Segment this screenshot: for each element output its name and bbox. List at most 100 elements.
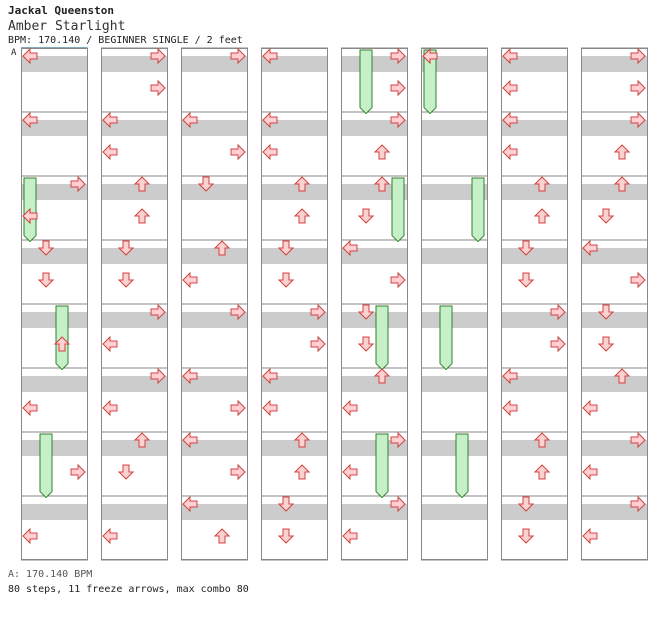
arrow-shape xyxy=(117,464,135,480)
beat-stripe xyxy=(421,248,488,264)
step-arrow-right xyxy=(310,335,326,353)
beat-stripe xyxy=(581,312,648,328)
arrow-shape xyxy=(597,336,615,352)
step-arrow-right xyxy=(70,175,86,193)
arrow-shape xyxy=(342,463,358,481)
step-arrow-right xyxy=(230,303,246,321)
step-arrow-left xyxy=(182,271,198,289)
column-frame xyxy=(181,48,248,560)
column-frame xyxy=(341,48,408,560)
beat-stripe xyxy=(21,248,88,264)
arrow-shape xyxy=(53,336,71,352)
beat-stripe xyxy=(21,312,88,328)
beat-stripe xyxy=(101,504,168,520)
arrow-shape xyxy=(150,79,166,97)
step-arrow-right xyxy=(230,143,246,161)
step-arrow-right xyxy=(550,335,566,353)
section-marker-line xyxy=(21,47,87,48)
arrow-shape xyxy=(422,47,438,65)
step-arrow-left xyxy=(262,143,278,161)
artist-name: Jackal Queenston xyxy=(8,4,114,17)
arrow-shape xyxy=(293,176,311,192)
arrow-shape xyxy=(230,399,246,417)
step-arrow-up xyxy=(533,176,551,192)
beat-stripe xyxy=(581,248,648,264)
step-arrow-left xyxy=(182,367,198,385)
song-title: Amber Starlight xyxy=(8,19,126,34)
arrow-shape xyxy=(550,303,566,321)
step-arrow-down xyxy=(277,496,295,512)
step-arrow-down xyxy=(37,272,55,288)
beat-stripe xyxy=(101,440,168,456)
arrow-shape xyxy=(502,79,518,97)
beat-stripe xyxy=(341,56,408,72)
step-arrow-up xyxy=(293,176,311,192)
beat-stripe xyxy=(181,248,248,264)
beat-stripe xyxy=(501,56,568,72)
arrow-shape xyxy=(262,111,278,129)
step-arrow-down xyxy=(517,272,535,288)
arrow-shape xyxy=(533,176,551,192)
step-arrow-left xyxy=(342,239,358,257)
arrow-shape xyxy=(133,176,151,192)
arrow-shape xyxy=(342,527,358,545)
step-arrow-left xyxy=(582,239,598,257)
step-arrow-right xyxy=(630,271,646,289)
arrow-shape xyxy=(533,464,551,480)
step-arrow-left xyxy=(502,111,518,129)
beat-stripe xyxy=(421,376,488,392)
column-frame xyxy=(581,48,648,560)
beat-stripe xyxy=(501,312,568,328)
beat-stripe xyxy=(341,120,408,136)
step-arrow-left xyxy=(102,527,118,545)
arrow-shape xyxy=(373,368,391,384)
beat-stripe xyxy=(261,312,328,328)
arrow-shape xyxy=(373,144,391,160)
step-arrow-left xyxy=(102,111,118,129)
beat-stripe xyxy=(421,184,488,200)
arrow-shape xyxy=(102,143,118,161)
beat-stripe xyxy=(21,376,88,392)
step-arrow-right xyxy=(390,431,406,449)
beat-stripe xyxy=(101,376,168,392)
arrow-shape xyxy=(117,272,135,288)
step-arrow-right xyxy=(230,399,246,417)
beat-stripe xyxy=(421,440,488,456)
step-arrow-left xyxy=(102,335,118,353)
beat-stripe xyxy=(341,248,408,264)
column-frame xyxy=(21,48,88,560)
arrow-shape xyxy=(262,399,278,417)
step-arrow-down xyxy=(277,528,295,544)
step-arrow-up xyxy=(213,240,231,256)
beat-stripe xyxy=(581,440,648,456)
arrow-shape xyxy=(582,239,598,257)
arrow-shape xyxy=(182,431,198,449)
arrow-shape xyxy=(102,111,118,129)
arrow-shape xyxy=(182,111,198,129)
step-arrow-right xyxy=(390,79,406,97)
step-arrow-up xyxy=(293,208,311,224)
step-arrow-right xyxy=(70,463,86,481)
step-arrow-left xyxy=(502,79,518,97)
step-arrow-right xyxy=(310,303,326,321)
arrow-shape xyxy=(262,367,278,385)
beat-stripe xyxy=(101,120,168,136)
arrow-shape xyxy=(22,527,38,545)
step-arrow-down xyxy=(517,528,535,544)
step-arrow-down xyxy=(117,464,135,480)
beat-stripe xyxy=(261,120,328,136)
arrow-shape xyxy=(630,79,646,97)
arrow-shape xyxy=(117,240,135,256)
step-arrow-up xyxy=(613,144,631,160)
arrow-shape xyxy=(342,399,358,417)
arrow-shape xyxy=(597,304,615,320)
step-arrow-right xyxy=(390,47,406,65)
beat-stripe xyxy=(181,56,248,72)
arrow-shape xyxy=(102,335,118,353)
step-arrow-down xyxy=(197,176,215,192)
beat-stripe xyxy=(501,376,568,392)
arrow-shape xyxy=(70,463,86,481)
beat-stripe xyxy=(21,440,88,456)
beat-stripe xyxy=(181,120,248,136)
arrow-shape xyxy=(277,528,295,544)
